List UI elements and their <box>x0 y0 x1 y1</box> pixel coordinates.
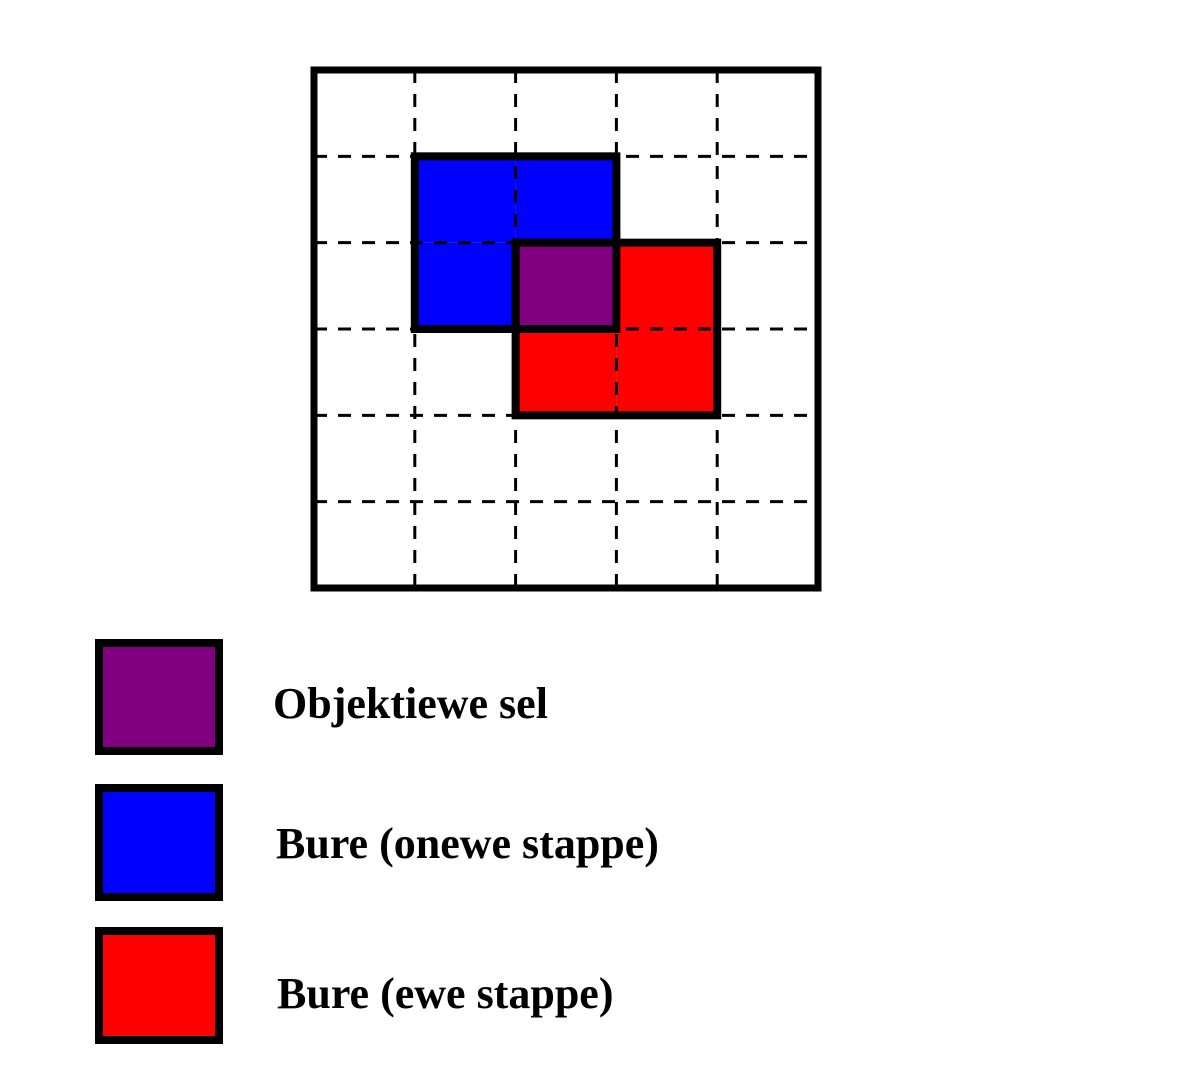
legend-swatch-objective-cell <box>95 639 223 755</box>
blocks-layer <box>410 152 722 420</box>
odd-neighbor-cell <box>515 156 617 243</box>
even-neighbor-cell <box>515 329 617 416</box>
odd-neighbor-cell <box>414 242 516 329</box>
odd-neighbor-cell <box>414 156 516 243</box>
legend-swatch-odd-neighbors <box>95 784 223 901</box>
grid-frame <box>310 66 822 592</box>
cells-layer <box>414 156 718 416</box>
legend-swatch-even-neighbors <box>95 927 223 1044</box>
even-step-block-outline <box>511 238 722 420</box>
legend-label-objective-cell: Objektiewe sel <box>273 679 548 728</box>
legend-label-even-neighbors: Bure (ewe stappe) <box>277 969 614 1018</box>
even-neighbor-cell <box>616 242 718 329</box>
even-neighbor-cell <box>616 329 718 416</box>
objective-cell <box>515 242 617 329</box>
legend-label-odd-neighbors: Bure (onewe stappe) <box>276 819 659 868</box>
